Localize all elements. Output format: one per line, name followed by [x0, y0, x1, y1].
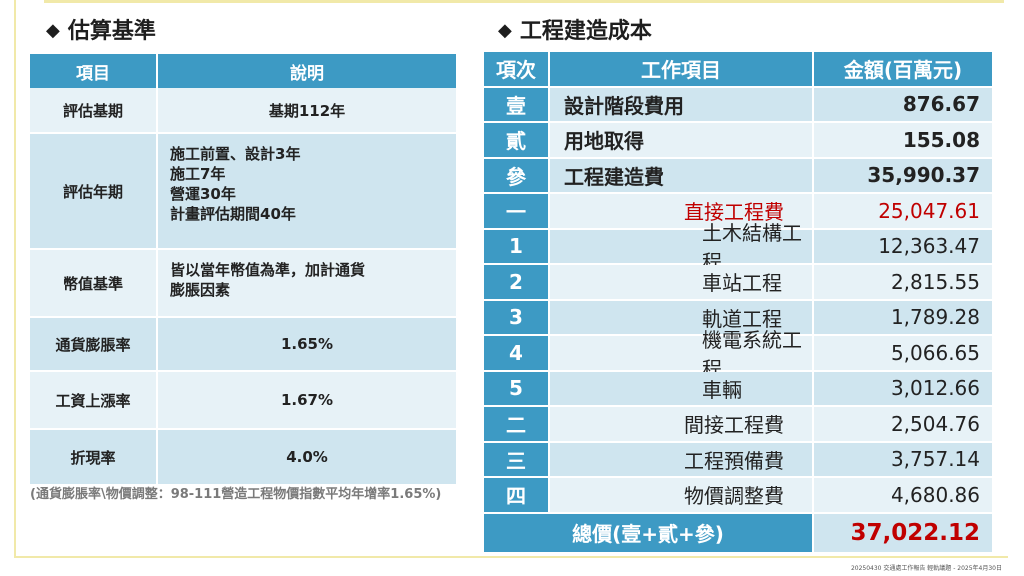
total-amount: 37,022.12 — [814, 513, 992, 552]
header-item: 項目 — [30, 54, 158, 88]
total-row: 總價(壹+貳+參) 37,022.12 — [484, 513, 992, 552]
row-name: 土木結構工程 — [550, 221, 814, 274]
desc-line: 皆以當年幣值為準，加計通貨 — [170, 261, 366, 279]
top-rule — [44, 0, 1004, 3]
total-label: 總價(壹+貳+參) — [484, 513, 814, 552]
row-item: 通貨膨脹率 — [30, 318, 158, 370]
row-name: 工程預備費 — [550, 442, 814, 478]
row-no: 壹 — [484, 87, 550, 123]
row-desc: 1.67% — [158, 372, 456, 428]
row-desc: 施工前置、設計3年 施工7年 營運30年 計畫評估期間40年 — [158, 134, 456, 248]
row-desc: 4.0% — [158, 430, 456, 484]
table-row: 4 機電系統工程 5,066.65 — [484, 328, 992, 381]
row-no: 4 — [484, 336, 550, 372]
table-row: 一 直接工程費 25,047.61 — [484, 194, 992, 230]
left-rule — [14, 0, 16, 558]
row-desc: 基期112年 — [158, 88, 456, 132]
row-item: 工資上漲率 — [30, 372, 158, 428]
row-item: 折現率 — [30, 430, 158, 484]
row-amount: 155.08 — [814, 123, 992, 159]
row-name: 機電系統工程 — [550, 328, 814, 381]
row-amount: 2,504.76 — [814, 407, 992, 443]
heading-text: 工程建造成本 — [519, 19, 652, 44]
table-row: 幣值基準 皆以當年幣值為準，加計通貨 膨脹因素 — [30, 248, 456, 316]
row-no: 四 — [484, 478, 550, 514]
row-amount: 25,047.61 — [814, 194, 992, 230]
row-amount: 3,757.14 — [814, 442, 992, 478]
row-amount: 5,066.65 — [814, 336, 992, 372]
footnote: (通貨膨脹率\物價調整：98-111營造工程物價指數平均年增率1.65%) — [30, 487, 442, 502]
table-row: 評估基期 基期112年 — [30, 88, 456, 132]
table-row: 三 工程預備費 3,757.14 — [484, 442, 992, 478]
estimation-basis-table: 項目 說明 評估基期 基期112年 評估年期 施工前置、設計3年 施工7年 營運… — [30, 54, 456, 484]
table-row: 工資上漲率 1.67% — [30, 370, 456, 428]
row-no: 5 — [484, 371, 550, 407]
desc-line: 營運30年 — [170, 185, 236, 203]
row-amount: 1,789.28 — [814, 300, 992, 336]
table-header-row: 項目 說明 — [30, 54, 456, 88]
row-name: 軌道工程 — [550, 300, 814, 336]
header-amount: 金額(百萬元) — [814, 52, 992, 88]
table-row: 四 物價調整費 4,680.86 — [484, 478, 992, 514]
table-row: 1 土木結構工程 12,363.47 — [484, 221, 992, 274]
row-desc: 皆以當年幣值為準，加計通貨 膨脹因素 — [158, 250, 456, 316]
table-row: 2 車站工程 2,815.55 — [484, 265, 992, 301]
diamond-bullet-icon: ◆ — [46, 20, 60, 41]
heading-text: 估算基準 — [67, 19, 156, 44]
table-row: 折現率 4.0% — [30, 428, 456, 484]
row-name: 用地取得 — [550, 123, 814, 159]
row-amount: 12,363.47 — [814, 229, 992, 265]
row-desc: 1.65% — [158, 318, 456, 370]
row-item: 幣值基準 — [30, 250, 158, 316]
row-item: 評估年期 — [30, 134, 158, 248]
row-no: 參 — [484, 158, 550, 194]
table-row: 評估年期 施工前置、設計3年 施工7年 營運30年 計畫評估期間40年 — [30, 132, 456, 248]
row-name: 設計階段費用 — [550, 87, 814, 123]
row-name: 直接工程費 — [550, 194, 814, 230]
slide-credit: 20250430 交通處工作報告 輕軌議題 - 2025年4月30日 — [850, 565, 1002, 572]
row-name: 車輛 — [550, 371, 814, 407]
row-no: 1 — [484, 229, 550, 265]
construction-cost-table: 項次 工作項目 金額(百萬元) 壹 設計階段費用 876.67 貳 用地取得 1… — [484, 52, 992, 552]
row-no: 2 — [484, 265, 550, 301]
desc-line: 施工前置、設計3年 — [170, 145, 301, 163]
table-row: 5 車輛 3,012.66 — [484, 371, 992, 407]
row-amount: 876.67 — [814, 87, 992, 123]
table-row: 壹 設計階段費用 876.67 — [484, 87, 992, 123]
row-no: 3 — [484, 300, 550, 336]
row-name: 工程建造費 — [550, 158, 814, 194]
row-name: 物價調整費 — [550, 478, 814, 514]
header-item: 工作項目 — [550, 52, 814, 88]
desc-line: 施工7年 — [170, 165, 226, 183]
row-amount: 35,990.37 — [814, 158, 992, 194]
header-no: 項次 — [484, 52, 550, 88]
table-row: 參 工程建造費 35,990.37 — [484, 158, 992, 194]
row-no: 貳 — [484, 123, 550, 159]
estimation-basis-heading: ◆ 估算基準 — [46, 18, 156, 45]
row-no: 三 — [484, 442, 550, 478]
table-row: 二 間接工程費 2,504.76 — [484, 407, 992, 443]
diamond-bullet-icon: ◆ — [498, 20, 512, 41]
row-amount: 4,680.86 — [814, 478, 992, 514]
row-no: 二 — [484, 407, 550, 443]
table-row: 3 軌道工程 1,789.28 — [484, 300, 992, 336]
table-header-row: 項次 工作項目 金額(百萬元) — [484, 52, 992, 88]
table-row: 貳 用地取得 155.08 — [484, 123, 992, 159]
desc-line: 膨脹因素 — [170, 281, 231, 299]
table-row: 通貨膨脹率 1.65% — [30, 316, 456, 370]
row-amount: 3,012.66 — [814, 371, 992, 407]
bottom-rule — [14, 556, 1008, 558]
header-description: 說明 — [290, 63, 324, 84]
row-amount: 2,815.55 — [814, 265, 992, 301]
construction-cost-heading: ◆ 工程建造成本 — [498, 18, 652, 45]
desc-line: 計畫評估期間40年 — [170, 205, 296, 223]
row-name: 車站工程 — [550, 265, 814, 301]
row-item: 評估基期 — [30, 88, 158, 132]
row-no: 一 — [484, 194, 550, 230]
row-name: 間接工程費 — [550, 407, 814, 443]
